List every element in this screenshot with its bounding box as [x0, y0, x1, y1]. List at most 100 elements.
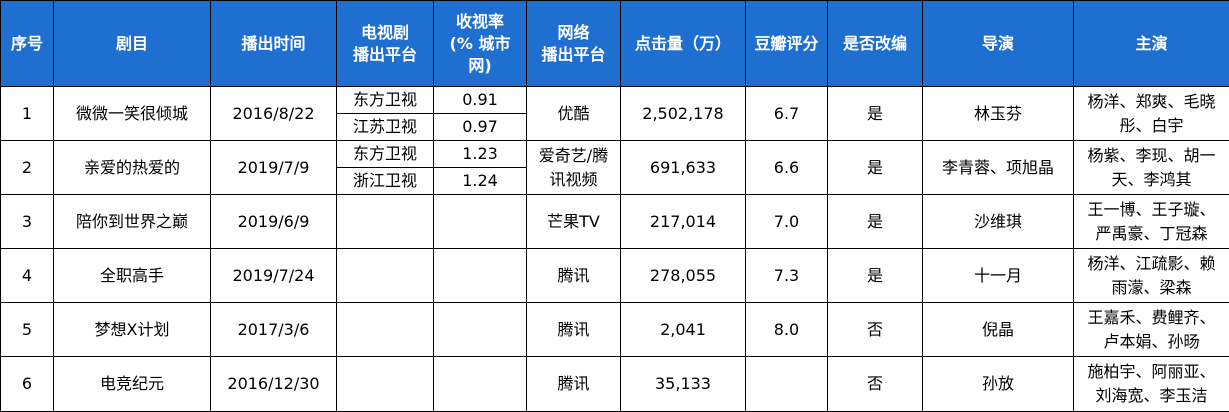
cell-index: 6 — [1, 357, 54, 412]
cell-net-platform: 腾讯 — [527, 357, 621, 412]
cell-director: 倪晶 — [923, 303, 1074, 357]
cell-clicks: 2,041 — [621, 303, 746, 357]
table-row: 1 微微一笑很倾城 2016/8/22 东方卫视 0.91 优酷 2,502,1… — [1, 87, 1229, 114]
cell-adapted: 是 — [828, 249, 923, 303]
cell-adapted: 是 — [828, 87, 923, 141]
cell-net-platform-line1: 爱奇艺/腾 — [527, 144, 620, 168]
cell-cast-line1: 杨洋、郑爽、毛晓 — [1074, 90, 1229, 114]
cell-net-platform: 芒果TV — [527, 195, 621, 249]
header-net-platform-line1: 网络 — [527, 22, 620, 44]
cell-cast: 王嘉禾、费鲤齐、 卢本娟、孙旸 — [1074, 303, 1229, 357]
header-tv-platform-line1: 电视剧 — [337, 22, 433, 44]
cell-cast: 杨洋、郑爽、毛晓 彤、白宇 — [1074, 87, 1229, 141]
cell-tv-platform — [337, 195, 434, 249]
cell-tv-platform: 浙江卫视 — [337, 168, 434, 195]
cell-cast-line1: 杨洋、江疏影、赖 — [1074, 252, 1229, 276]
cell-cast: 杨紫、李现、胡一 天、李鸿其 — [1074, 141, 1229, 195]
header-rating-line1: 收视率 — [434, 11, 526, 33]
cell-cast-line2: 彤、白宇 — [1074, 114, 1229, 138]
table-row: 5 梦想X计划 2017/3/6 腾讯 2,041 8.0 否 倪晶 王嘉禾、费… — [1, 303, 1229, 357]
cell-rating: 0.97 — [434, 114, 527, 141]
cell-index: 2 — [1, 141, 54, 195]
table-row: 3 陪你到世界之巅 2019/6/9 芒果TV 217,014 7.0 是 沙维… — [1, 195, 1229, 249]
cell-cast-line1: 施柏宇、阿丽亚、 — [1074, 360, 1229, 384]
cell-index: 3 — [1, 195, 54, 249]
cell-cast-line2: 卢本娟、孙旸 — [1074, 330, 1229, 354]
cell-douban: 6.6 — [746, 141, 828, 195]
cell-rating: 0.91 — [434, 87, 527, 114]
cell-air-time: 2016/12/30 — [211, 357, 337, 412]
cell-adapted: 否 — [828, 303, 923, 357]
header-net-platform: 网络 播出平台 — [527, 1, 621, 87]
header-index: 序号 — [1, 1, 54, 87]
cell-index: 1 — [1, 87, 54, 141]
cell-douban: 6.7 — [746, 87, 828, 141]
header-title: 剧目 — [54, 1, 211, 87]
cell-title: 梦想X计划 — [54, 303, 211, 357]
cell-title: 全职高手 — [54, 249, 211, 303]
cell-clicks: 217,014 — [621, 195, 746, 249]
header-tv-platform: 电视剧 播出平台 — [337, 1, 434, 87]
cell-net-platform: 爱奇艺/腾 讯视频 — [527, 141, 621, 195]
cell-cast-line2: 刘海宽、李玉洁 — [1074, 384, 1229, 408]
cell-director: 沙维琪 — [923, 195, 1074, 249]
cell-rating — [434, 249, 527, 303]
cell-director: 林玉芬 — [923, 87, 1074, 141]
cell-rating: 1.24 — [434, 168, 527, 195]
header-net-platform-line2: 播出平台 — [527, 44, 620, 66]
header-douban: 豆瓣评分 — [746, 1, 828, 87]
cell-director: 李青蓉、项旭晶 — [923, 141, 1074, 195]
header-cast: 主演 — [1074, 1, 1229, 87]
table-row: 2 亲爱的热爱的 2019/7/9 东方卫视 1.23 爱奇艺/腾 讯视频 69… — [1, 141, 1229, 168]
cell-douban — [746, 357, 828, 412]
cell-tv-platform: 东方卫视 — [337, 141, 434, 168]
header-adapted: 是否改编 — [828, 1, 923, 87]
cell-clicks: 35,133 — [621, 357, 746, 412]
cell-net-platform: 优酷 — [527, 87, 621, 141]
cell-title: 亲爱的热爱的 — [54, 141, 211, 195]
cell-cast-line1: 王嘉禾、费鲤齐、 — [1074, 306, 1229, 330]
cell-cast: 施柏宇、阿丽亚、 刘海宽、李玉洁 — [1074, 357, 1229, 412]
table-row: 4 全职高手 2019/7/24 腾讯 278,055 7.3 是 十一月 杨洋… — [1, 249, 1229, 303]
cell-rating: 1.23 — [434, 141, 527, 168]
cell-rating — [434, 195, 527, 249]
cell-cast-line2: 天、李鸿其 — [1074, 168, 1229, 192]
cell-cast-line2: 严禹豪、丁冠森 — [1074, 222, 1229, 246]
cell-air-time: 2016/8/22 — [211, 87, 337, 141]
cell-air-time: 2019/6/9 — [211, 195, 337, 249]
cell-rating — [434, 303, 527, 357]
header-row: 序号 剧目 播出时间 电视剧 播出平台 收视率 (% 城市 网) 网络 播出平台… — [1, 1, 1229, 87]
header-rating-line2: (% 城市 — [434, 33, 526, 55]
cell-net-platform: 腾讯 — [527, 303, 621, 357]
cell-net-platform: 腾讯 — [527, 249, 621, 303]
cell-douban: 7.0 — [746, 195, 828, 249]
cell-index: 4 — [1, 249, 54, 303]
cell-tv-platform: 江苏卫视 — [337, 114, 434, 141]
cell-air-time: 2019/7/9 — [211, 141, 337, 195]
table-row: 6 电竞纪元 2016/12/30 腾讯 35,133 否 孙放 施柏宇、阿丽亚… — [1, 357, 1229, 412]
cell-douban: 7.3 — [746, 249, 828, 303]
cell-title: 微微一笑很倾城 — [54, 87, 211, 141]
cell-cast: 杨洋、江疏影、赖 雨濛、梁森 — [1074, 249, 1229, 303]
cell-adapted: 是 — [828, 141, 923, 195]
cell-adapted: 是 — [828, 195, 923, 249]
header-rating: 收视率 (% 城市 网) — [434, 1, 527, 87]
header-clicks: 点击量（万） — [621, 1, 746, 87]
cell-clicks: 691,633 — [621, 141, 746, 195]
cell-tv-platform — [337, 249, 434, 303]
cell-air-time: 2017/3/6 — [211, 303, 337, 357]
cell-net-platform-line2: 讯视频 — [527, 168, 620, 192]
cell-cast: 王一博、王子璇、 严禹豪、丁冠森 — [1074, 195, 1229, 249]
cell-index: 5 — [1, 303, 54, 357]
cell-title: 陪你到世界之巅 — [54, 195, 211, 249]
cell-director: 孙放 — [923, 357, 1074, 412]
header-director: 导演 — [923, 1, 1074, 87]
cell-director: 十一月 — [923, 249, 1074, 303]
cell-cast-line1: 王一博、王子璇、 — [1074, 198, 1229, 222]
cell-adapted: 否 — [828, 357, 923, 412]
cell-douban: 8.0 — [746, 303, 828, 357]
cell-cast-line1: 杨紫、李现、胡一 — [1074, 144, 1229, 168]
cell-rating — [434, 357, 527, 412]
cell-tv-platform: 东方卫视 — [337, 87, 434, 114]
